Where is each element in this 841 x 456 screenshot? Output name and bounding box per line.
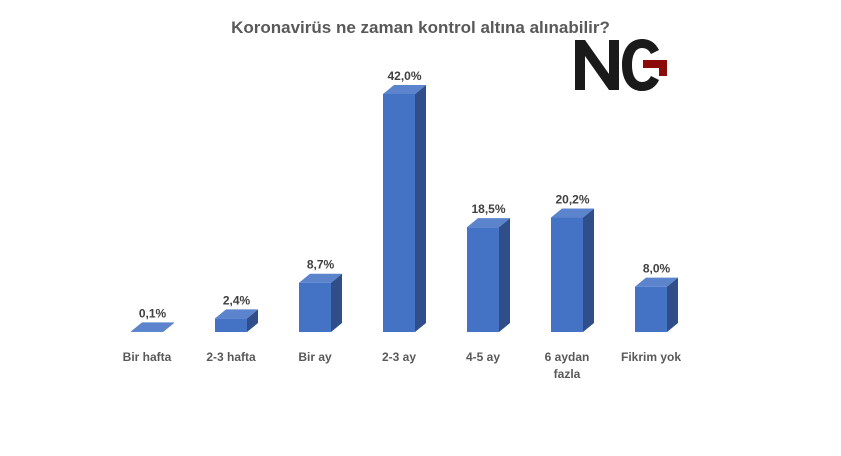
bar-front — [131, 331, 163, 332]
value-label: 18,5% — [471, 202, 505, 216]
value-label: 2,4% — [223, 293, 251, 307]
value-label: 42,0% — [387, 69, 421, 83]
value-label: 20,2% — [555, 193, 589, 207]
category-label: 4-5 ay — [466, 350, 500, 364]
bar-front — [383, 94, 415, 332]
bar — [299, 273, 342, 332]
logo-letter-g — [622, 39, 659, 91]
bar-side — [667, 277, 678, 332]
value-labels: 0,1% 2,4% 8,7% 42,0% 18,5% 20,2% 8,0% — [139, 69, 671, 320]
bar — [635, 277, 678, 332]
ng-logo — [575, 39, 667, 91]
bar-front — [551, 217, 583, 332]
category-label: 6 aydan fazla — [545, 350, 590, 381]
value-label: 8,7% — [307, 258, 335, 272]
logo-letter-n — [575, 40, 619, 90]
bar-top — [215, 309, 258, 319]
bar-top — [635, 277, 678, 287]
category-label: 2-3 hafta — [206, 350, 256, 364]
category-label: Bir hafta — [123, 350, 172, 364]
bar-series — [131, 85, 678, 332]
logo-red-accent — [643, 60, 667, 76]
bar — [551, 208, 594, 332]
value-label: 8,0% — [643, 262, 671, 276]
bar — [131, 322, 174, 332]
bar-side — [415, 85, 426, 332]
bar-side — [331, 273, 342, 332]
bar-side — [499, 218, 510, 332]
bar-top — [299, 273, 342, 283]
value-label: 0,1% — [139, 306, 167, 320]
chart-title: Koronavirüs ne zaman kontrol altına alın… — [231, 18, 610, 37]
bar-side — [163, 322, 174, 332]
bar — [215, 309, 258, 332]
bar-top — [131, 322, 174, 332]
bar-front — [635, 286, 667, 332]
bar — [383, 85, 426, 332]
bar-front — [299, 282, 331, 332]
bar-front — [467, 227, 499, 332]
bar-top — [383, 85, 426, 94]
category-label: Bir ay — [298, 350, 332, 364]
bar-top — [467, 218, 510, 228]
bar-front — [215, 318, 247, 332]
bar-top — [551, 208, 594, 218]
category-label: 2-3 ay — [382, 350, 416, 364]
bar — [467, 218, 510, 332]
category-label: Fikrim yok — [621, 350, 681, 364]
bar-side — [583, 208, 594, 332]
category-labels: Bir hafta 2-3 hafta Bir ay 2-3 ay 4-5 ay 6 ay… — [123, 350, 682, 381]
bar-side — [247, 309, 258, 332]
